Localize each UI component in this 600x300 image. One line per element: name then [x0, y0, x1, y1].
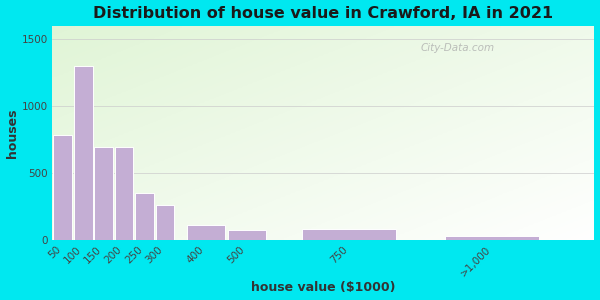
- X-axis label: house value ($1000): house value ($1000): [251, 281, 395, 294]
- Bar: [445, 236, 539, 240]
- Bar: [187, 225, 224, 240]
- Bar: [135, 193, 154, 240]
- Bar: [115, 148, 133, 240]
- Bar: [94, 148, 113, 240]
- Text: City-Data.com: City-Data.com: [421, 43, 495, 53]
- Bar: [53, 136, 72, 240]
- Bar: [228, 230, 266, 240]
- Y-axis label: houses: houses: [5, 108, 19, 158]
- Bar: [155, 205, 175, 240]
- Title: Distribution of house value in Crawford, IA in 2021: Distribution of house value in Crawford,…: [94, 6, 554, 21]
- Bar: [74, 66, 92, 240]
- Bar: [302, 229, 396, 240]
